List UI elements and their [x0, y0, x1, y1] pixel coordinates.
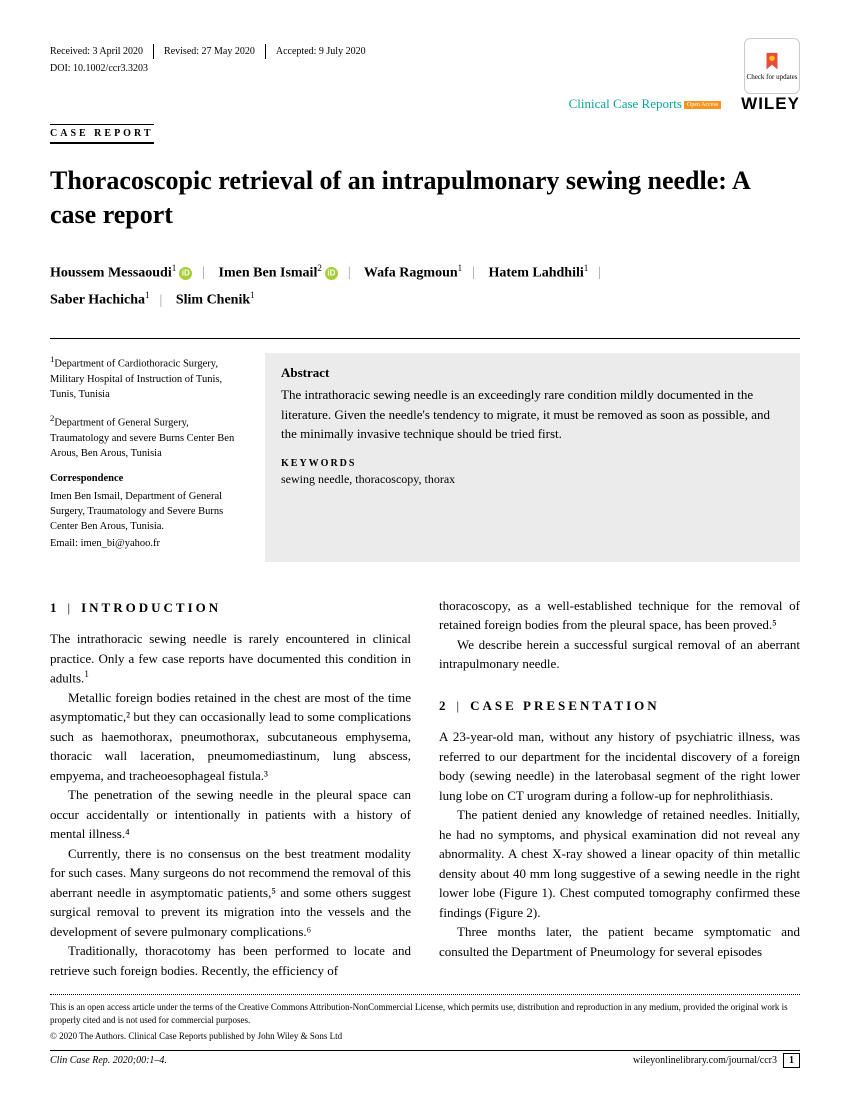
author: Imen Ben Ismail — [219, 265, 318, 280]
article-type: CASE REPORT — [50, 124, 154, 144]
correspondence-head: Correspondence — [50, 471, 245, 486]
received-date: Received: 3 April 2020 — [50, 44, 154, 59]
section-1-head: 1|INTRODUCTION — [50, 598, 411, 618]
article-title: Thoracoscopic retrieval of an intrapulmo… — [50, 164, 800, 232]
publisher-logo: WILEY — [741, 94, 800, 114]
body-para: The patient denied any knowledge of reta… — [439, 805, 800, 922]
revised-date: Revised: 27 May 2020 — [154, 44, 266, 59]
author: Saber Hachicha — [50, 293, 145, 308]
abstract-box: Abstract The intrathoracic sewing needle… — [265, 353, 800, 561]
author: Houssem Messaoudi — [50, 265, 172, 280]
abstract-head: Abstract — [281, 365, 784, 381]
body-para: We describe herein a successful surgical… — [439, 635, 800, 674]
body-para: The intrathoracic sewing needle is rarel… — [50, 629, 411, 688]
correspondence-text: Imen Ben Ismail, Department of General S… — [50, 489, 245, 535]
author: Wafa Ragmoun — [364, 265, 458, 280]
body-para: A 23-year-old man, without any history o… — [439, 727, 800, 805]
license-text: This is an open access article under the… — [50, 1001, 800, 1026]
abstract-text: The intrathoracic sewing needle is an ex… — [281, 385, 784, 444]
accepted-date: Accepted: 9 July 2020 — [266, 44, 376, 59]
body-para: Metallic foreign bodies retained in the … — [50, 688, 411, 786]
author: Hatem Lahdhili — [488, 265, 583, 280]
divider — [50, 338, 800, 339]
author: Slim Chenik — [176, 293, 250, 308]
page-number: 1 — [783, 1053, 800, 1068]
copyright-text: © 2020 The Authors. Clinical Case Report… — [50, 1030, 800, 1043]
dotted-divider — [50, 994, 800, 995]
body-para: The penetration of the sewing needle in … — [50, 785, 411, 844]
orcid-icon[interactable] — [325, 267, 338, 280]
journal-name: Clinical Case ReportsOpen Access — [569, 96, 722, 112]
dates-row: Received: 3 April 2020 Revised: 27 May 2… — [50, 44, 376, 59]
footer-right: wileyonlinelibrary.com/journal/ccr31 — [633, 1055, 800, 1066]
authors-list: Houssem Messaoudi1| Imen Ben Ismail2| Wa… — [50, 260, 800, 315]
body-para: Currently, there is no consensus on the … — [50, 844, 411, 942]
check-updates-label: Check for updates — [747, 73, 798, 81]
body-columns: 1|INTRODUCTION The intrathoracic sewing … — [50, 596, 800, 981]
keywords-text: sewing needle, thoracoscopy, thorax — [281, 472, 784, 487]
affiliations: 1Department of Cardiothoracic Surgery, M… — [50, 353, 245, 561]
keywords-head: KEYWORDS — [281, 458, 784, 469]
footer-citation: Clin Case Rep. 2020;00:1–4. — [50, 1055, 167, 1066]
section-2-head: 2|CASE PRESENTATION — [439, 696, 800, 716]
footer: Clin Case Rep. 2020;00:1–4. wileyonlinel… — [50, 1050, 800, 1066]
body-para: Traditionally, thoracotomy has been perf… — [50, 941, 411, 980]
correspondence-email: Email: imen_bi@yahoo.fr — [50, 536, 245, 551]
body-para: thoracoscopy, as a well-established tech… — [439, 596, 800, 635]
body-para: Three months later, the patient became s… — [439, 922, 800, 961]
check-updates-badge[interactable]: Check for updates — [744, 38, 800, 94]
bookmark-icon — [761, 51, 783, 73]
doi: DOI: 10.1002/ccr3.3203 — [50, 63, 376, 74]
orcid-icon[interactable] — [179, 267, 192, 280]
open-access-badge: Open Access — [684, 101, 721, 109]
